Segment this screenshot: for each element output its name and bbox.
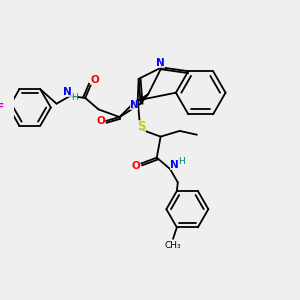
Text: N: N [63, 87, 71, 97]
Text: S: S [137, 120, 146, 133]
Text: N: N [156, 58, 165, 68]
Text: H: H [71, 94, 78, 103]
Text: N: N [169, 160, 178, 170]
Text: F: F [0, 103, 4, 112]
Text: CH₃: CH₃ [165, 241, 181, 250]
Text: O: O [96, 116, 105, 126]
Text: O: O [131, 161, 140, 171]
Text: H: H [178, 157, 185, 166]
Text: N: N [130, 100, 138, 110]
Text: O: O [90, 75, 99, 85]
